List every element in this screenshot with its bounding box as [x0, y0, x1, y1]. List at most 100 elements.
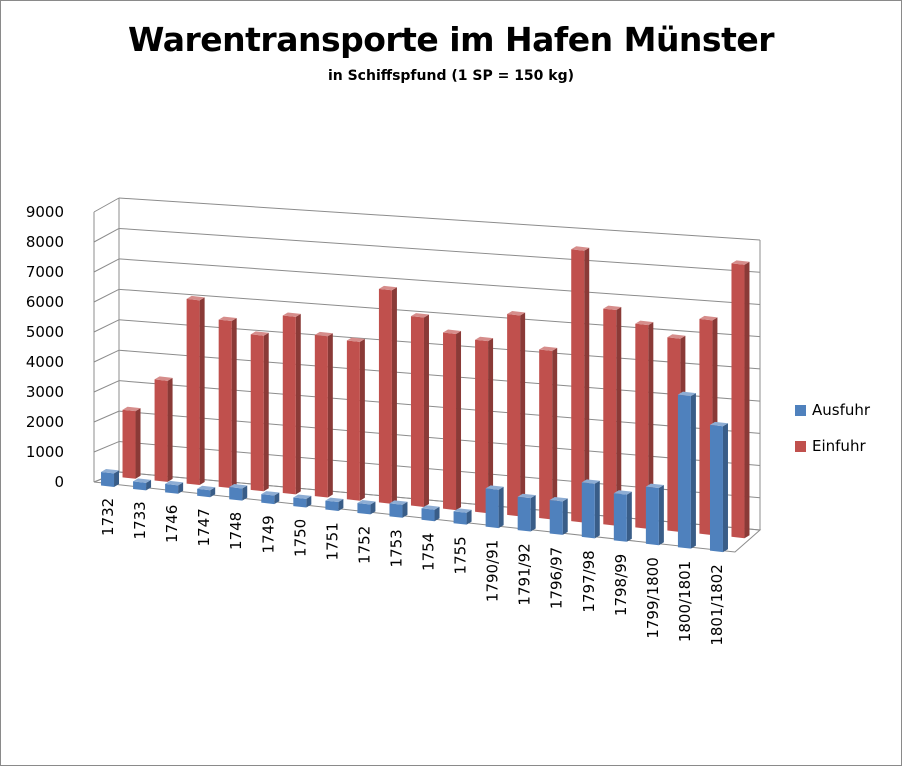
bar-ausfuhr-12-face	[485, 488, 499, 529]
bar-einfuhr-5-face	[282, 315, 296, 495]
bar-ausfuhr-1-face	[133, 481, 147, 491]
bar-ausfuhr-0-face	[114, 470, 120, 487]
x-tick-label: 1753	[387, 529, 405, 567]
x-tick-label: 1800/1801	[676, 561, 694, 642]
back-gridline	[118, 380, 761, 434]
bar-einfuhr-2-face	[199, 297, 205, 486]
bar-einfuhr-9-face	[423, 314, 429, 507]
bar-einfuhr-19-face	[731, 260, 750, 265]
bar-einfuhr-11-face	[475, 339, 489, 514]
bar-einfuhr-5-face	[282, 312, 301, 317]
bar-ausfuhr-12-face	[498, 486, 504, 529]
bar-ausfuhr-3-face	[197, 488, 211, 498]
bar-ausfuhr-6-face	[293, 494, 312, 499]
side-gridline	[93, 349, 120, 363]
bar-einfuhr-12-face	[507, 314, 521, 517]
back-gridline	[118, 227, 761, 273]
y-tick-label: 9000	[26, 203, 64, 221]
bar-einfuhr-18-face	[699, 318, 713, 536]
bar-ausfuhr-15-face	[581, 482, 595, 539]
bar-ausfuhr-3	[197, 485, 216, 498]
bar-einfuhr-16	[635, 320, 654, 529]
bar-ausfuhr-10-face	[421, 505, 440, 510]
y-tick-label: 4000	[26, 353, 64, 371]
legend-label-ausfuhr: Ausfuhr	[812, 401, 871, 419]
x-tick-label: 1799/1800	[644, 557, 662, 638]
bar-ausfuhr-7-face	[325, 500, 339, 511]
x-tick-label: 1733	[131, 501, 149, 539]
bar-einfuhr-17-face	[667, 337, 681, 532]
x-tick-label: 1798/99	[612, 554, 630, 616]
bar-einfuhr-3	[218, 316, 237, 489]
bar-einfuhr-7-face	[346, 340, 360, 501]
bar-einfuhr-4-face	[250, 331, 269, 336]
bar-ausfuhr-1-face	[133, 478, 152, 483]
bar-ausfuhr-9-face	[389, 500, 408, 505]
bar-einfuhr-8-face	[378, 285, 397, 291]
x-tick-label: 1750	[291, 519, 309, 557]
bar-ausfuhr-13	[517, 493, 536, 532]
bar-ausfuhr-2-face	[178, 482, 184, 494]
y-tick-label: 7000	[26, 263, 64, 281]
bar-ausfuhr-19	[709, 421, 728, 553]
bar-einfuhr-13-face	[539, 349, 553, 520]
bar-ausfuhr-15-face	[581, 479, 600, 484]
y-tick-label: 2000	[26, 413, 64, 431]
bar-ausfuhr-5-face	[261, 491, 280, 496]
bar-ausfuhr-1-face	[146, 479, 152, 491]
bar-ausfuhr-19-face	[709, 424, 723, 553]
bar-ausfuhr-14-face	[562, 498, 568, 535]
bar-einfuhr-6	[314, 331, 333, 498]
bar-einfuhr-0-face	[122, 406, 141, 412]
side-gridline	[93, 228, 120, 243]
bar-ausfuhr-3-face	[210, 487, 216, 498]
bar-einfuhr-3-face	[218, 319, 232, 489]
bar-ausfuhr-2-face	[165, 480, 184, 486]
x-tick-label: 1755	[452, 536, 470, 574]
bar-ausfuhr-12	[485, 485, 504, 529]
bar-einfuhr-11	[475, 336, 494, 514]
bar-einfuhr-3-face	[218, 316, 237, 322]
back-gridline	[118, 288, 761, 338]
bar-ausfuhr-0-face	[101, 468, 120, 474]
side-gridline	[93, 258, 120, 273]
bar-ausfuhr-8-face	[370, 501, 376, 515]
bar-einfuhr-14-face	[571, 246, 590, 251]
side-gridline	[93, 441, 120, 453]
bar-ausfuhr-9	[389, 500, 408, 518]
chart-subtitle: in Schiffspfund (1 SP = 150 kg)	[327, 68, 575, 84]
side-gridline	[93, 197, 120, 213]
bar-ausfuhr-0	[101, 468, 120, 487]
back-gridline	[118, 258, 761, 305]
bar-einfuhr-3-face	[231, 318, 237, 489]
bar-ausfuhr-15	[581, 479, 600, 539]
bar-ausfuhr-1	[133, 478, 152, 491]
bar-ausfuhr-19-face	[722, 423, 728, 553]
bar-einfuhr-11-face	[475, 336, 494, 342]
bar-ausfuhr-8	[357, 500, 376, 515]
bar-ausfuhr-18-face	[677, 394, 691, 549]
bar-einfuhr-5-face	[295, 313, 301, 495]
bar-einfuhr-1-face	[167, 377, 173, 482]
bar-ausfuhr-2-face	[165, 483, 179, 494]
bar-einfuhr-13-face	[552, 347, 558, 520]
legend-label-einfuhr: Einfuhr	[812, 437, 866, 455]
legend-swatch-einfuhr	[795, 440, 806, 452]
bar-ausfuhr-7	[325, 497, 344, 511]
bar-ausfuhr-15-face	[594, 480, 600, 539]
bar-ausfuhr-13-face	[517, 496, 531, 532]
bar-ausfuhr-17-face	[645, 486, 659, 546]
bar-einfuhr-7-face	[346, 337, 365, 342]
x-tick-label: 1752	[355, 526, 373, 564]
bar-einfuhr-9	[410, 313, 429, 507]
x-tick-label: 1748	[227, 512, 245, 550]
x-tick-label: 1746	[163, 505, 181, 543]
bar-ausfuhr-17	[645, 483, 664, 546]
bar-ausfuhr-8-face	[357, 500, 376, 505]
bar-einfuhr-10	[443, 329, 462, 511]
bar-einfuhr-14	[571, 246, 590, 523]
bar-einfuhr-7	[346, 337, 365, 501]
bar-ausfuhr-5-face	[274, 492, 280, 505]
bar-einfuhr-16-face	[635, 320, 654, 326]
